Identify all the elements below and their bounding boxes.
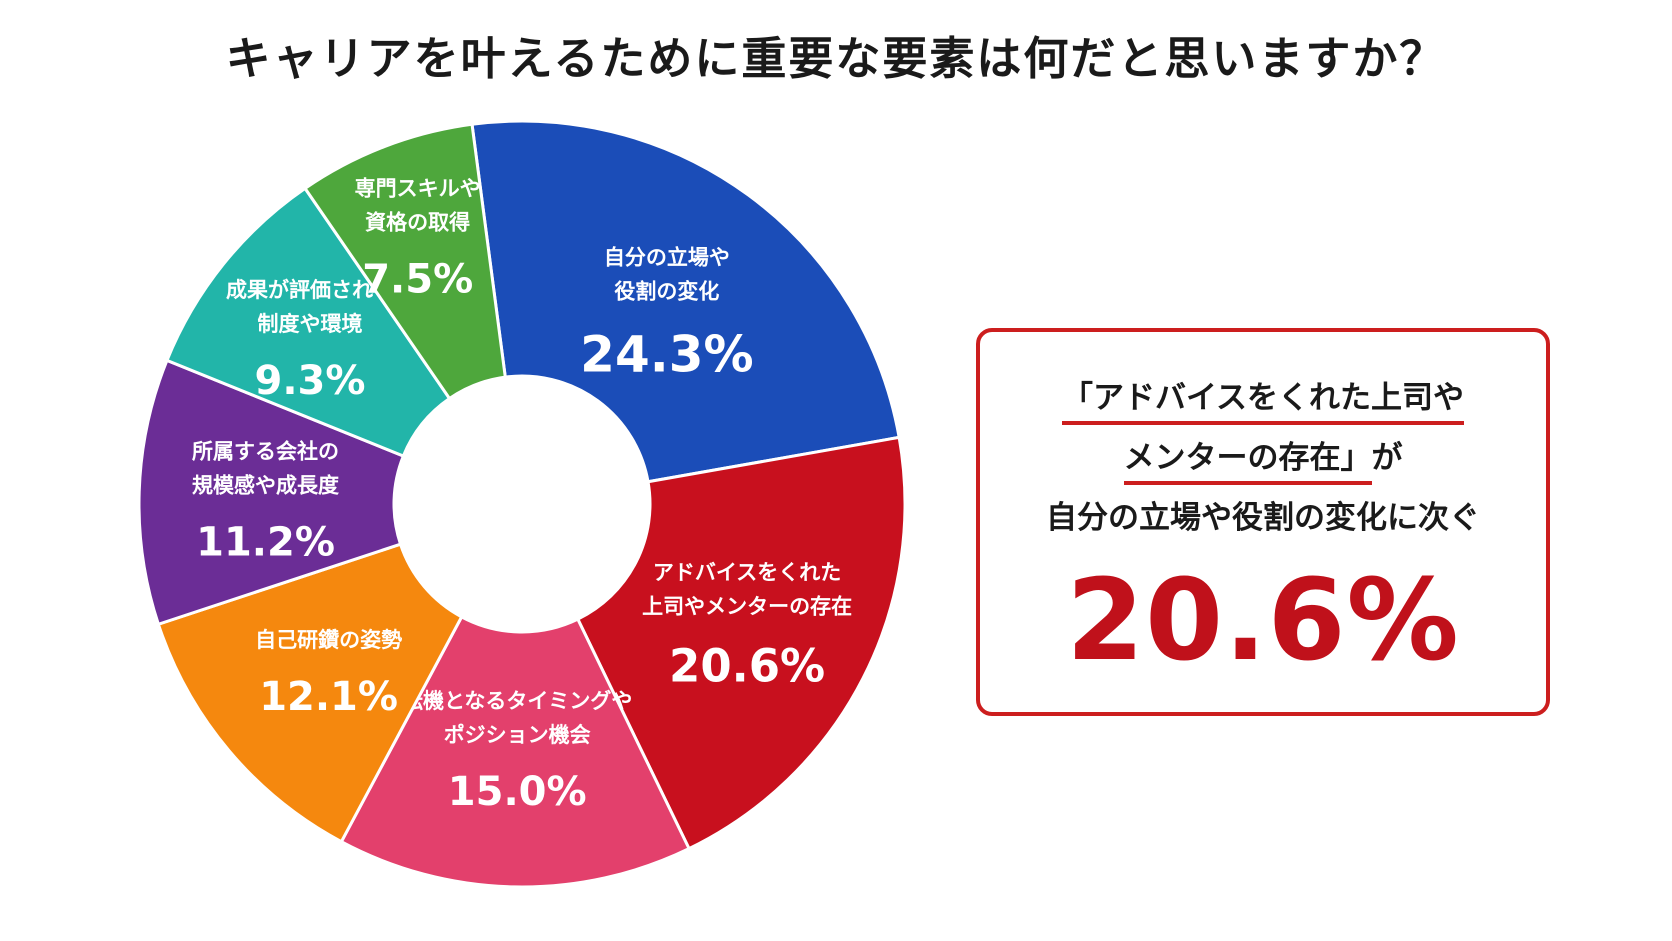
slice-7	[302, 122, 507, 401]
slice-6	[164, 186, 452, 458]
slice-1	[470, 119, 901, 484]
slice-3-value-label: 15.0%	[448, 769, 587, 815]
chart-title: キャリアを叶えるために重要な要素は何だと思いますか？	[225, 32, 1447, 85]
slice-1-label-line-2: 役割の変化	[614, 279, 719, 303]
slice-2-label-line-1: アドバイスをくれた	[653, 560, 841, 584]
slice-6-label-line-1: 成果が評価される	[226, 278, 394, 302]
slice-4	[156, 542, 464, 844]
callout-line-2: メンターの存在」が	[980, 432, 1546, 485]
slice-4-value-label: 12.1%	[259, 674, 398, 720]
callout-line-1: 「アドバイスをくれた上司や	[980, 372, 1546, 425]
slice-3	[339, 614, 692, 889]
slice-5-value-label: 11.2%	[196, 520, 335, 566]
slice-6-value-label: 9.3%	[254, 358, 365, 404]
callout-box: 「アドバイスをくれた上司や メンターの存在」が 自分の立場や役割の変化に次ぐ 2…	[976, 328, 1550, 716]
slice-5-label-line-2: 規模感や成長度	[192, 474, 339, 498]
slice-6-label-line-2: 制度や環境	[257, 312, 362, 336]
callout-highlight-2: メンターの存在」	[1123, 432, 1372, 485]
callout-highlight-1: 「アドバイスをくれた上司や	[1061, 372, 1465, 425]
slice-2-label-line-2: 上司やメンターの存在	[642, 594, 852, 618]
slice-3-label-line-1: 転機となるタイミングや	[402, 689, 632, 713]
callout-line-3: 自分の立場や役割の変化に次ぐ	[1046, 500, 1480, 536]
callout-value: 20.6%	[1066, 556, 1460, 686]
slice-7-label-line-1: 専門スキルや	[355, 176, 481, 200]
slice-1-label-line-1: 自分の立場や	[604, 245, 730, 269]
slice-5-label-line-1: 所属する会社の	[192, 440, 339, 464]
slice-3-label-line-2: ポジション機会	[444, 723, 591, 747]
callout-line-2-suffix: が	[1371, 440, 1403, 476]
slice-2-value-label: 20.6%	[669, 639, 825, 692]
slice-5	[137, 358, 406, 627]
slice-1-value-label: 24.3%	[580, 325, 753, 383]
slice-2	[575, 435, 907, 851]
slice-7-label-line-2: 資格の取得	[365, 210, 470, 234]
slice-4-label-line-1: 自己研鑽の姿勢	[255, 628, 402, 652]
slice-7-value-label: 7.5%	[362, 256, 473, 302]
